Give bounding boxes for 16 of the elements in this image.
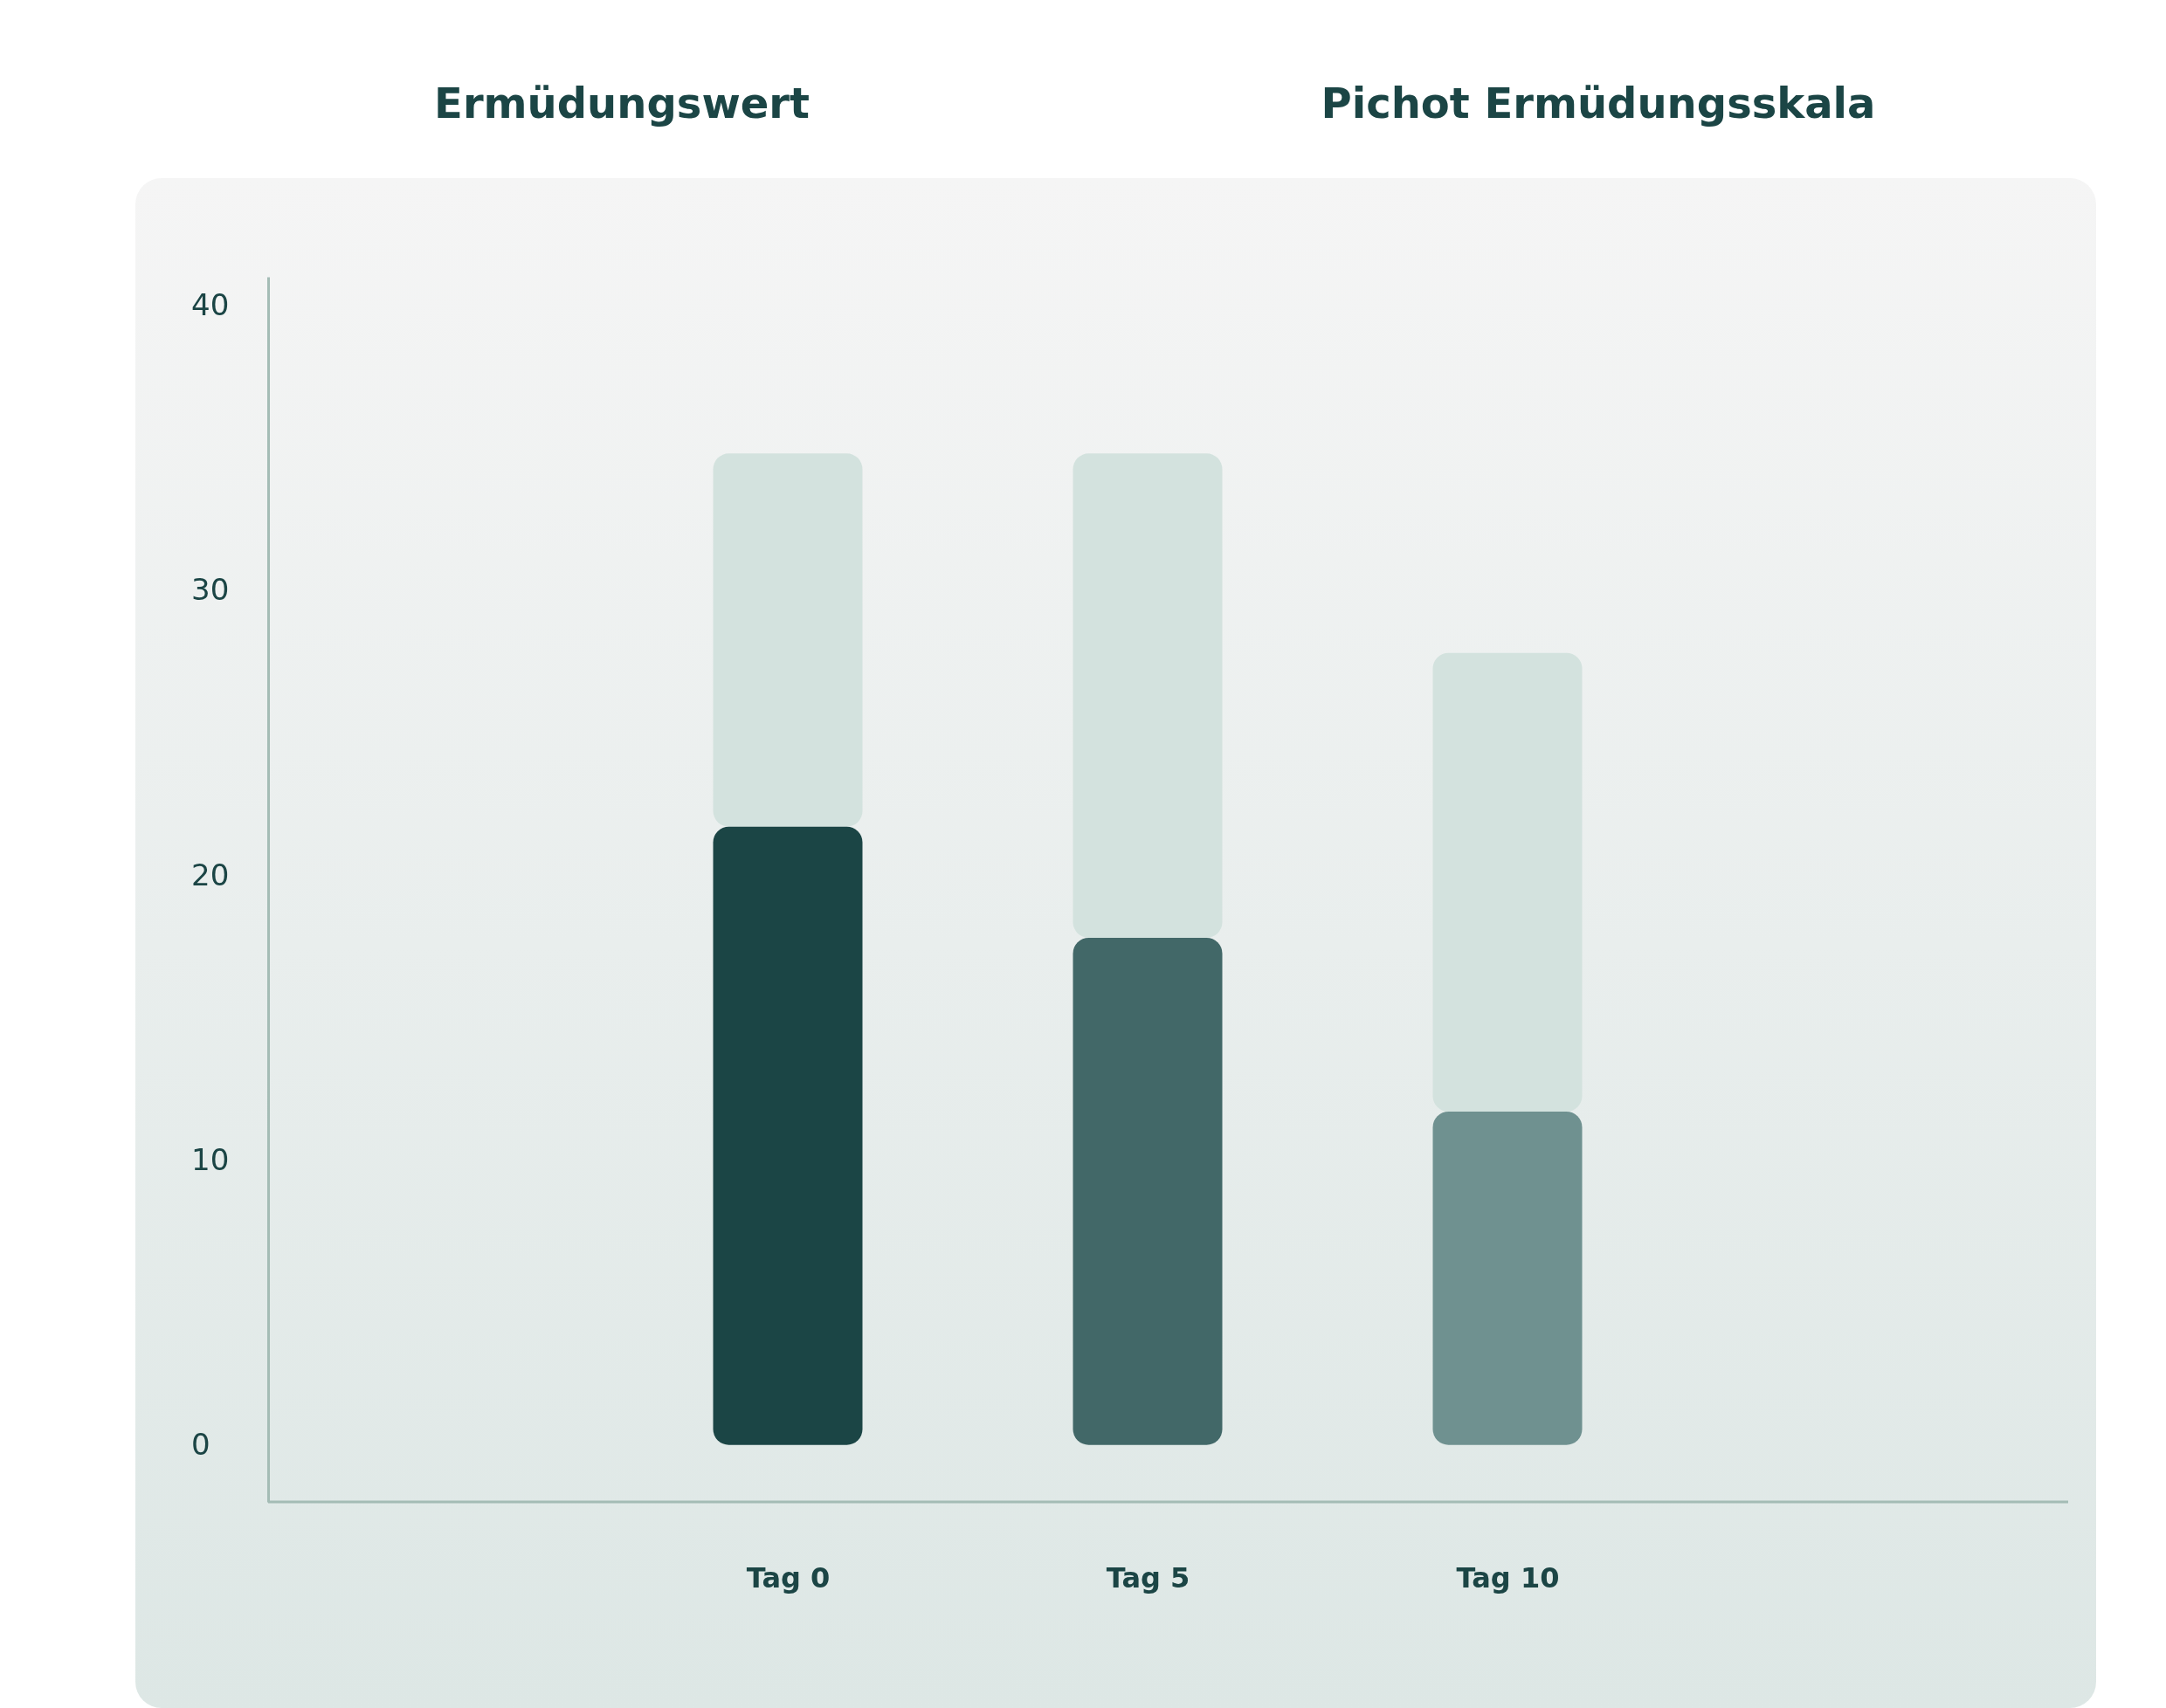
x-tick-label: Tag 0 bbox=[746, 1560, 831, 1594]
bar bbox=[713, 826, 863, 1445]
bar bbox=[1073, 937, 1223, 1445]
y-tick-label: 0 bbox=[191, 1427, 210, 1463]
y-tick-label: 40 bbox=[191, 287, 230, 323]
x-tick-label: Tag 10 bbox=[1456, 1560, 1560, 1594]
x-tick-label: Tag 5 bbox=[1106, 1560, 1190, 1594]
bar bbox=[1432, 1112, 1583, 1445]
text: Ermüdungswert bbox=[434, 79, 810, 127]
bar bbox=[1073, 453, 1223, 938]
y-tick-label: 10 bbox=[191, 1141, 230, 1177]
y-tick-label: 20 bbox=[191, 857, 230, 892]
bar bbox=[713, 453, 863, 827]
bar bbox=[1432, 652, 1583, 1112]
y-tick-label: 30 bbox=[191, 572, 230, 608]
text: Pichot Ermüdungsskala bbox=[1321, 79, 1876, 127]
